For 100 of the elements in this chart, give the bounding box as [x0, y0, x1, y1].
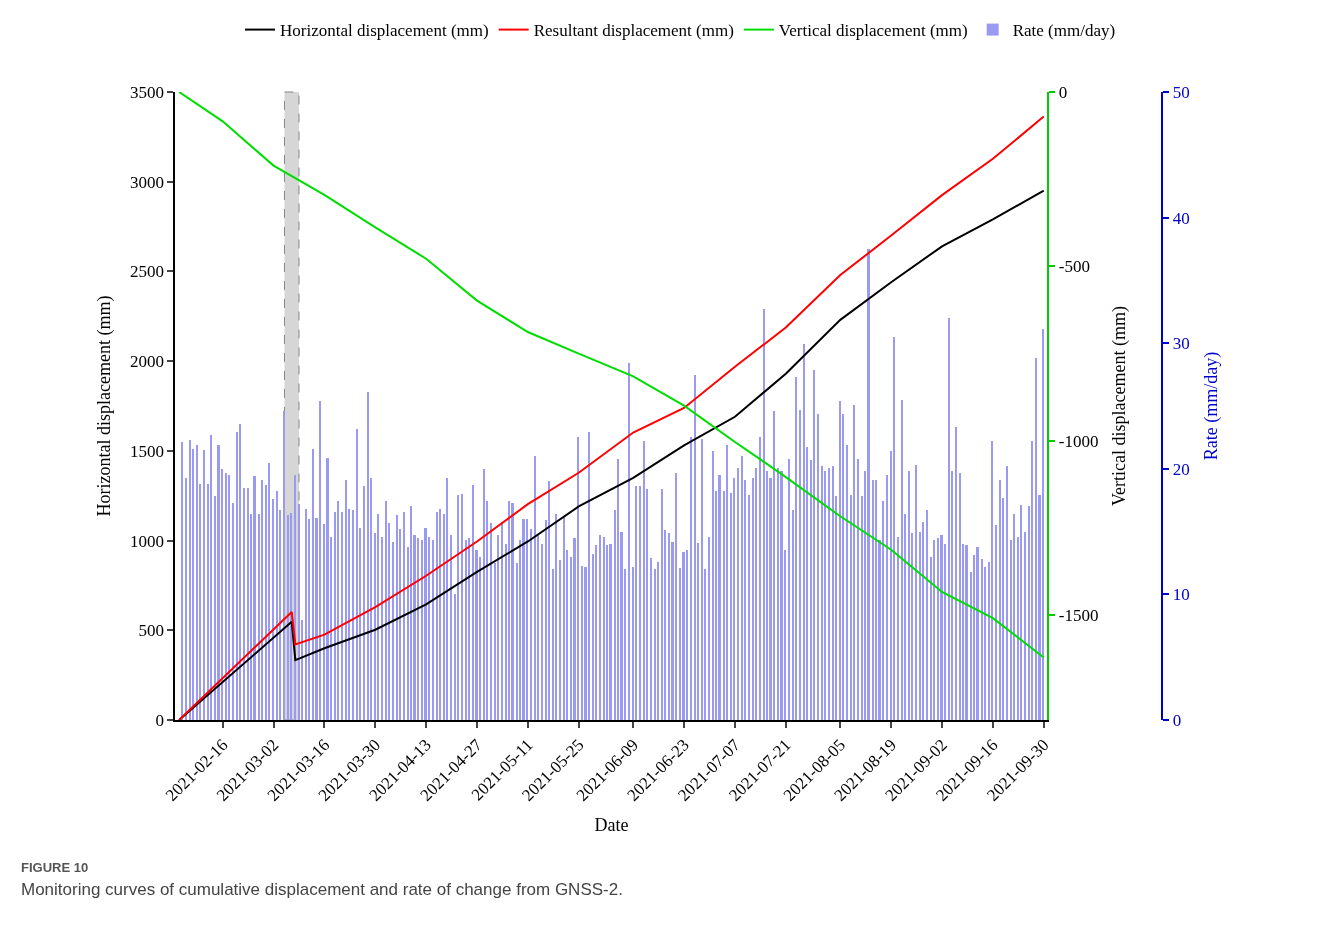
bar: [225, 473, 228, 720]
y3-tick-label: 30: [1172, 334, 1190, 354]
legend-label: Vertical displacement (mm): [778, 21, 968, 41]
bar: [780, 471, 784, 720]
bar: [940, 535, 944, 720]
bar: [650, 558, 653, 720]
bar: [733, 478, 736, 720]
bar: [1035, 358, 1038, 720]
y-tick-label: 1500: [130, 441, 165, 461]
bar: [555, 514, 558, 720]
bar: [450, 535, 453, 720]
y2-tick-label: -1000: [1058, 431, 1099, 451]
legend-label: Rate (mm/day): [1012, 21, 1116, 41]
bar: [901, 400, 904, 720]
bar: [712, 451, 715, 720]
bar: [508, 501, 511, 720]
bar: [588, 432, 591, 720]
bar: [439, 509, 442, 720]
bar: [694, 375, 697, 720]
bar: [893, 337, 896, 720]
bar: [686, 550, 689, 720]
bar: [392, 542, 395, 720]
bar: [290, 513, 293, 720]
y2-tick-label: -500: [1058, 257, 1090, 277]
bar: [668, 533, 671, 720]
bar: [210, 435, 213, 720]
bar: [326, 458, 330, 720]
bar: [581, 566, 584, 720]
bar: [247, 488, 250, 720]
bar: [1031, 441, 1034, 720]
bar: [497, 535, 500, 720]
bar: [821, 466, 824, 720]
bar: [609, 544, 613, 720]
bar: [534, 456, 537, 720]
bar: [795, 377, 798, 720]
bar: [268, 463, 271, 720]
bar: [955, 427, 958, 720]
bar: [981, 559, 984, 720]
bar: [682, 552, 686, 720]
bar: [312, 449, 315, 720]
bar: [617, 459, 620, 720]
bar: [857, 459, 860, 720]
bar: [915, 465, 918, 720]
bar: [933, 540, 936, 720]
bar: [472, 485, 475, 720]
bar: [530, 529, 533, 720]
y-tick-label: 1000: [130, 531, 165, 551]
y3-axis-title: Rate (mm/day): [1201, 351, 1223, 461]
bar: [635, 486, 638, 720]
bar: [726, 445, 729, 720]
bar: [690, 437, 693, 720]
bar: [675, 473, 678, 720]
bar: [446, 478, 449, 720]
bar: [748, 495, 751, 720]
bar: [628, 363, 631, 720]
bar: [298, 504, 301, 720]
bar: [468, 538, 471, 720]
bar: [559, 560, 562, 720]
y3-tick-label: 10: [1172, 585, 1190, 605]
bar: [763, 309, 766, 720]
bar: [718, 475, 722, 720]
bar: [1024, 532, 1027, 720]
bar: [603, 537, 606, 720]
x-axis-title: Date: [594, 815, 629, 836]
bar: [541, 544, 544, 720]
bar: [337, 501, 340, 720]
bar: [501, 522, 504, 720]
legend-label: Resultant displacement (mm): [533, 21, 734, 41]
bar: [908, 471, 911, 720]
bar: [181, 442, 184, 720]
bar: [396, 515, 399, 720]
y-axis-title: Horizontal displacement (mm): [93, 295, 115, 517]
bar: [381, 537, 384, 720]
bar: [243, 488, 246, 720]
bar: [959, 473, 962, 720]
y-tick-label: 3000: [130, 172, 165, 192]
bar: [813, 370, 816, 720]
bar: [897, 537, 900, 720]
bar: [563, 517, 566, 720]
y-tick-label: 3500: [130, 82, 165, 102]
bar: [937, 538, 940, 720]
bar: [1006, 466, 1009, 720]
bar: [367, 392, 370, 720]
bar: [356, 429, 359, 720]
bar: [272, 499, 275, 720]
legend-label: Horizontal displacement (mm): [280, 21, 489, 41]
bar: [203, 450, 206, 720]
bar: [511, 503, 515, 720]
bar: [232, 503, 235, 720]
bar: [875, 480, 878, 720]
bar: [305, 509, 308, 720]
bar: [595, 545, 598, 720]
bar: [741, 456, 744, 720]
bar: [846, 445, 849, 720]
bar: [287, 515, 290, 720]
bar: [701, 439, 704, 720]
bar: [196, 445, 199, 720]
bar: [189, 440, 192, 720]
bar: [661, 489, 664, 720]
bar: [817, 414, 820, 720]
